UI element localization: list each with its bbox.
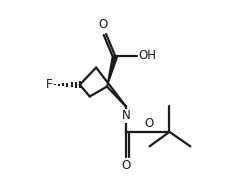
Text: OH: OH [139,49,157,62]
Text: O: O [121,159,131,172]
Text: N: N [122,109,130,122]
Text: O: O [99,18,108,31]
Polygon shape [106,55,118,87]
Text: O: O [144,116,153,130]
Text: F: F [46,78,53,91]
